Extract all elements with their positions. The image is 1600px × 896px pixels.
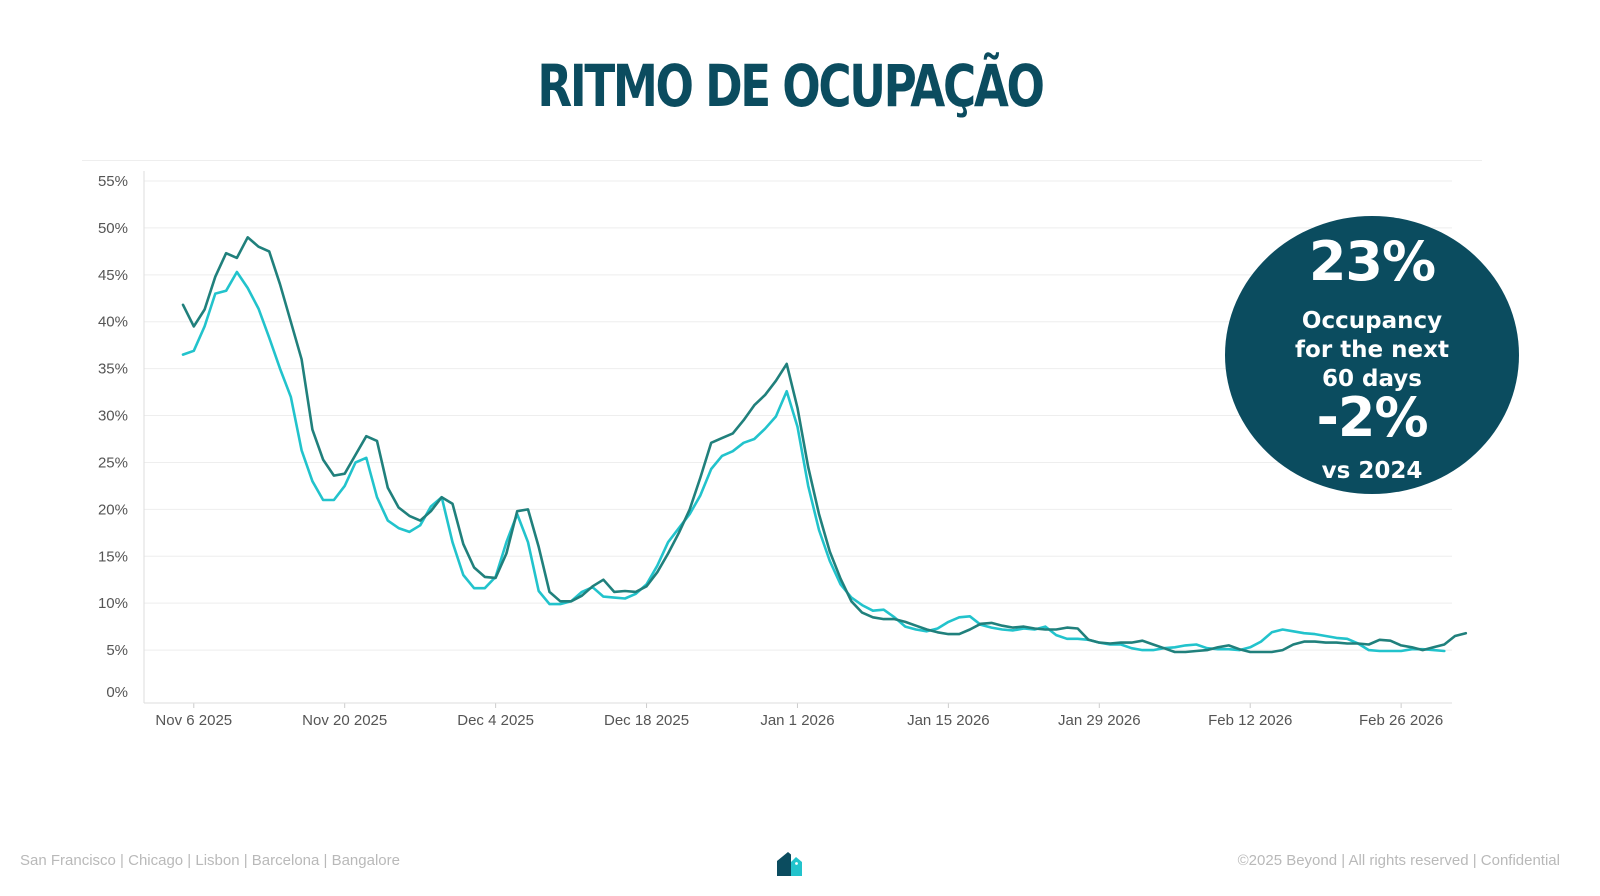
badge-label-line3: 60 days — [1322, 366, 1422, 392]
beyond-logo-icon — [777, 852, 802, 876]
logo-house-dark — [777, 852, 791, 876]
x-axis-ticks: Nov 6 2025 Nov 20 2025 Dec 4 2025 Dec 18 20… — [155, 703, 1443, 729]
y-tick-label: 55% — [98, 173, 128, 190]
footer-copyright: ©2025 Beyond | All rights reserved | Con… — [1237, 852, 1560, 869]
x-tick-label: Feb 26 2026 — [1359, 712, 1443, 729]
y-tick-label: 35% — [98, 361, 128, 378]
x-tick-label: Dec 18 2025 — [604, 712, 689, 729]
y-tick-label: 45% — [98, 267, 128, 284]
y-tick-label: 25% — [98, 454, 128, 471]
badge-label-line2: for the next — [1295, 337, 1449, 363]
logo-dot — [795, 862, 798, 865]
occupancy-line-chart: 0% 5% 10% 15% 20% 25% 30% 35% 40% 45% 50% 55% Nov 6… — [98, 171, 1468, 729]
occupancy-summary-badge: 23% Occupancy for the next 60 days -2% v… — [1225, 216, 1519, 494]
badge-compare-label: vs 2024 — [1321, 458, 1423, 484]
x-tick-label: Nov 6 2025 — [155, 712, 232, 729]
badge-label-line1: Occupancy — [1301, 308, 1443, 334]
y-tick-label: 5% — [106, 642, 128, 659]
y-tick-label: 15% — [98, 548, 128, 565]
chart-frame: 0% 5% 10% 15% 20% 25% 30% 35% 40% 45% 50% 55% Nov 6… — [82, 160, 1482, 781]
series-layer — [181, 236, 1468, 654]
x-tick-label: Nov 20 2025 — [302, 712, 387, 729]
y-axis-ticks: 0% 5% 10% 15% 20% 25% 30% 35% 40% 45% 50% 55% — [98, 173, 128, 701]
x-tick-label: Dec 4 2025 — [457, 712, 534, 729]
y-tick-label: 10% — [98, 595, 128, 612]
y-tick-label: 30% — [98, 408, 128, 425]
series-line-2 — [181, 270, 1446, 653]
badge-occupancy-value: 23% — [1308, 230, 1436, 293]
y-tick-label: 40% — [98, 314, 128, 331]
y-tick-label: 20% — [98, 501, 128, 518]
y-tick-label: 50% — [98, 220, 128, 237]
footer-cities: San Francisco | Chicago | Lisbon | Barce… — [20, 852, 400, 869]
y-tick-label: 0% — [106, 684, 128, 701]
series-line-1 — [181, 236, 1468, 654]
x-tick-label: Jan 1 2026 — [760, 712, 834, 729]
badge-delta-value: -2% — [1316, 386, 1428, 449]
x-tick-label: Feb 12 2026 — [1208, 712, 1292, 729]
page-title: RITMO DE OCUPAÇÃO — [537, 52, 1045, 120]
logo-house-light — [791, 857, 802, 876]
x-tick-label: Jan 29 2026 — [1058, 712, 1141, 729]
x-tick-label: Jan 15 2026 — [907, 712, 990, 729]
